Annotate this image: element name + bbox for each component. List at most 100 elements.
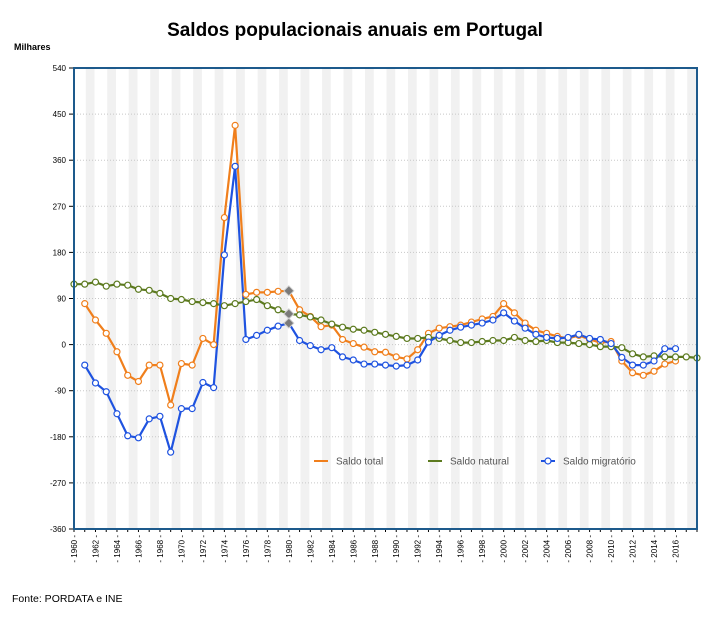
saldo-migratorio-point[interactable] bbox=[81, 361, 89, 369]
saldo-migratorio-point[interactable] bbox=[199, 378, 207, 387]
saldo-migratorio-point[interactable] bbox=[467, 321, 476, 329]
saldo-total-highlight-point[interactable] bbox=[283, 285, 295, 297]
saldo-migratorio-point[interactable] bbox=[349, 356, 357, 364]
saldo-natural-point[interactable] bbox=[585, 341, 594, 349]
saldo-natural-point[interactable] bbox=[489, 336, 497, 345]
saldo-total-point[interactable] bbox=[253, 288, 261, 296]
saldo-migratorio-point[interactable] bbox=[145, 415, 153, 423]
saldo-migratorio-point[interactable] bbox=[607, 339, 615, 348]
saldo-migratorio-point[interactable] bbox=[489, 316, 497, 324]
saldo-migratorio-point[interactable] bbox=[381, 361, 390, 369]
saldo-total-point[interactable] bbox=[113, 348, 121, 356]
saldo-migratorio-point[interactable] bbox=[639, 361, 647, 369]
saldo-migratorio-point[interactable] bbox=[124, 432, 132, 440]
saldo-natural-point[interactable] bbox=[478, 337, 486, 346]
saldo-migratorio-point[interactable] bbox=[446, 326, 454, 334]
saldo-natural-point[interactable] bbox=[102, 282, 110, 290]
saldo-total-point[interactable] bbox=[177, 359, 186, 368]
saldo-total-point[interactable] bbox=[360, 343, 368, 351]
saldo-migratorio-point[interactable] bbox=[521, 324, 529, 332]
saldo-total-point[interactable] bbox=[628, 369, 637, 377]
saldo-total-point[interactable] bbox=[403, 355, 411, 363]
saldo-natural-point[interactable] bbox=[682, 353, 690, 361]
legend-item-saldo-migratorio[interactable]: Saldo migratório bbox=[541, 457, 636, 468]
saldo-total-point[interactable] bbox=[510, 309, 518, 317]
saldo-migratorio-point[interactable] bbox=[210, 384, 218, 392]
saldo-total-point[interactable] bbox=[156, 361, 164, 369]
saldo-migratorio-point[interactable] bbox=[575, 330, 583, 338]
saldo-migratorio-point[interactable] bbox=[414, 356, 422, 364]
saldo-natural-point[interactable] bbox=[242, 297, 250, 306]
saldo-migratorio-point[interactable] bbox=[628, 361, 637, 369]
saldo-natural-point[interactable] bbox=[317, 316, 325, 324]
saldo-natural-point[interactable] bbox=[253, 295, 261, 304]
saldo-migratorio-point[interactable] bbox=[435, 331, 443, 339]
saldo-natural-point[interactable] bbox=[349, 325, 357, 333]
saldo-migratorio-point[interactable] bbox=[478, 319, 486, 327]
saldo-migratorio-point[interactable] bbox=[618, 353, 626, 362]
saldo-total-point[interactable] bbox=[102, 329, 110, 337]
saldo-migratorio-point[interactable] bbox=[585, 334, 594, 343]
saldo-migratorio-point[interactable] bbox=[543, 333, 551, 342]
saldo-natural-point[interactable] bbox=[156, 289, 164, 297]
saldo-total-point[interactable] bbox=[231, 121, 239, 129]
saldo-natural-point[interactable] bbox=[167, 294, 175, 303]
saldo-total-point[interactable] bbox=[381, 348, 390, 356]
saldo-total-point[interactable] bbox=[124, 371, 132, 379]
saldo-natural-point[interactable] bbox=[263, 302, 271, 310]
saldo-migratorio-point[interactable] bbox=[671, 345, 680, 353]
saldo-natural-point[interactable] bbox=[231, 300, 239, 308]
saldo-migratorio-highlight-point[interactable] bbox=[283, 317, 295, 329]
saldo-total-point[interactable] bbox=[414, 346, 422, 354]
saldo-migratorio-point[interactable] bbox=[424, 338, 433, 346]
saldo-migratorio-point[interactable] bbox=[510, 317, 518, 325]
saldo-total-point[interactable] bbox=[349, 339, 357, 348]
saldo-natural-point[interactable] bbox=[145, 286, 153, 294]
saldo-migratorio-point[interactable] bbox=[596, 335, 604, 344]
saldo-natural-point[interactable] bbox=[510, 333, 518, 342]
saldo-natural-point[interactable] bbox=[338, 323, 347, 331]
saldo-migratorio-point[interactable] bbox=[220, 251, 228, 259]
saldo-natural-point[interactable] bbox=[371, 328, 379, 336]
saldo-natural-point[interactable] bbox=[381, 330, 390, 338]
saldo-migratorio-point[interactable] bbox=[274, 322, 282, 330]
saldo-migratorio-point[interactable] bbox=[317, 346, 325, 354]
saldo-natural-point[interactable] bbox=[521, 336, 529, 345]
saldo-migratorio-point[interactable] bbox=[661, 345, 669, 353]
saldo-total-point[interactable] bbox=[263, 288, 271, 296]
saldo-total-point[interactable] bbox=[274, 287, 282, 295]
saldo-total-point[interactable] bbox=[188, 361, 196, 369]
saldo-migratorio-point[interactable] bbox=[306, 342, 314, 350]
saldo-migratorio-point[interactable] bbox=[242, 335, 250, 344]
saldo-migratorio-point[interactable] bbox=[564, 333, 572, 342]
saldo-natural-point[interactable] bbox=[446, 336, 454, 345]
legend-item-saldo-total[interactable]: Saldo total bbox=[314, 457, 383, 468]
saldo-migratorio-point[interactable] bbox=[295, 336, 304, 345]
saldo-natural-point[interactable] bbox=[618, 344, 626, 352]
saldo-total-point[interactable] bbox=[338, 335, 347, 344]
saldo-natural-point[interactable] bbox=[639, 353, 647, 361]
saldo-natural-point[interactable] bbox=[328, 320, 336, 328]
saldo-total-point[interactable] bbox=[210, 341, 218, 349]
saldo-migratorio-point[interactable] bbox=[553, 334, 561, 343]
saldo-natural-point[interactable] bbox=[220, 302, 228, 310]
saldo-total-point[interactable] bbox=[392, 353, 400, 361]
saldo-migratorio-point[interactable] bbox=[263, 326, 271, 334]
saldo-natural-point[interactable] bbox=[457, 338, 465, 347]
saldo-natural-point[interactable] bbox=[306, 313, 314, 321]
saldo-migratorio-point[interactable] bbox=[177, 405, 186, 413]
saldo-migratorio-point[interactable] bbox=[392, 362, 400, 370]
saldo-migratorio-point[interactable] bbox=[650, 357, 658, 365]
saldo-natural-point[interactable] bbox=[467, 338, 476, 347]
saldo-natural-point[interactable] bbox=[124, 281, 132, 289]
saldo-migratorio-point[interactable] bbox=[457, 323, 465, 331]
saldo-total-point[interactable] bbox=[199, 334, 207, 343]
saldo-total-point[interactable] bbox=[167, 401, 175, 409]
saldo-natural-point[interactable] bbox=[532, 337, 540, 346]
saldo-total-point[interactable] bbox=[371, 348, 379, 356]
saldo-migratorio-point[interactable] bbox=[338, 353, 347, 361]
saldo-total-point[interactable] bbox=[500, 300, 508, 308]
saldo-natural-point[interactable] bbox=[188, 297, 196, 306]
saldo-natural-point[interactable] bbox=[91, 278, 100, 286]
saldo-natural-point[interactable] bbox=[628, 350, 637, 358]
